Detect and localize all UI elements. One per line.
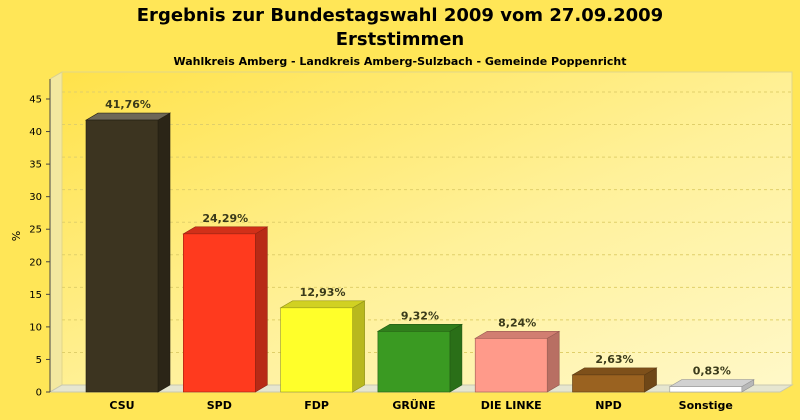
x-tick-label: SPD — [207, 399, 232, 412]
bar-side — [352, 300, 365, 393]
y-tick-label: 30 — [29, 192, 42, 203]
data-label: 41,76% — [105, 98, 151, 111]
y-tick-label: 20 — [29, 257, 42, 268]
y-tick-label: 35 — [29, 160, 42, 171]
bar-side — [255, 226, 268, 393]
y-tick-label: 45 — [29, 95, 42, 106]
y-tick-label: 5 — [36, 355, 42, 366]
x-tick-label: DIE LINKE — [481, 399, 542, 412]
bar-die-linke — [474, 330, 561, 393]
bar-npd — [571, 367, 658, 393]
x-tick-label: CSU — [109, 399, 134, 412]
data-label: 2,63% — [595, 353, 633, 366]
bar-top — [279, 300, 366, 309]
y-tick-label: 10 — [29, 322, 42, 333]
bar-front — [474, 338, 548, 393]
bar-top — [182, 226, 269, 235]
chart-subtitle-line2: Erststimmen — [336, 29, 465, 50]
bar-fdp — [279, 300, 366, 393]
bar-sonstige — [668, 379, 755, 393]
bar-front — [572, 374, 645, 393]
data-label: 9,32% — [401, 309, 439, 322]
bar-top — [474, 331, 561, 339]
labels: 41,76% CSU 24,29% SPD 12,93% FDP 9,32% GRÜNE 8,2… — [105, 98, 733, 412]
x-tick-label: GRÜNE — [392, 398, 435, 412]
bar-front — [85, 119, 159, 393]
y-axis-label: % — [10, 231, 23, 241]
plot-left-wall — [49, 71, 63, 393]
bar-front — [183, 233, 256, 393]
y-tick-label: 25 — [29, 225, 42, 236]
y-tick-label: 15 — [29, 290, 42, 301]
bar-front — [280, 307, 353, 393]
bars — [84, 112, 755, 393]
y-tick-label: 0 — [36, 388, 42, 399]
chart-title: Ergebnis zur Bundestagswahl 2009 vom 27.… — [137, 5, 663, 26]
bar-side — [157, 112, 171, 393]
bar-side — [546, 330, 560, 393]
bar-front — [377, 331, 451, 393]
bar-top — [571, 367, 658, 376]
x-tick-label: NPD — [595, 399, 621, 412]
bar-top — [84, 112, 172, 121]
data-label: 8,24% — [498, 316, 536, 329]
bar-grüne — [376, 323, 464, 393]
data-label: 24,29% — [202, 212, 248, 225]
chart-subtitle: Wahlkreis Amberg - Landkreis Amberg-Sulz… — [173, 55, 626, 68]
bar-top — [376, 324, 464, 332]
x-tick-label: Sonstige — [679, 399, 733, 412]
y-tick-label: 40 — [29, 127, 42, 138]
bar-top — [668, 379, 755, 387]
data-label: 12,93% — [300, 286, 346, 299]
bar-side — [449, 323, 463, 393]
bar-spd — [182, 226, 269, 393]
x-tick-label: FDP — [304, 399, 329, 412]
bar-csu — [84, 112, 172, 393]
data-label: 0,83% — [693, 365, 731, 378]
bar-front — [669, 386, 743, 393]
y-axis: 0 5 10 15 20 25 30 35 40 45 — [29, 79, 51, 399]
